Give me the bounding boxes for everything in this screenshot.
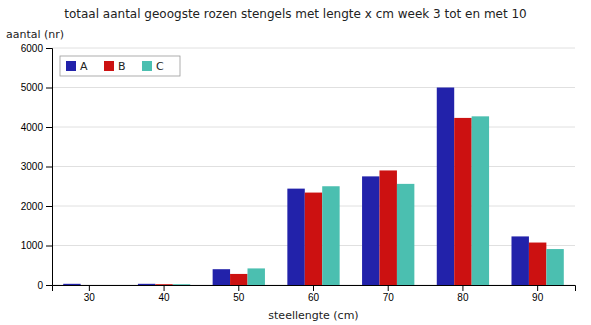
y-tick: 4000 [21, 122, 52, 133]
bar [248, 268, 265, 285]
bar [98, 285, 115, 286]
grid-line [52, 48, 575, 49]
y-tick-label: 1000 [21, 240, 44, 251]
grid [52, 48, 575, 285]
legend-label: C [156, 60, 164, 73]
y-tick: 1000 [21, 240, 52, 251]
y-tick: 6000 [21, 43, 52, 54]
title: totaal aantal geoogste rozen stengels me… [64, 7, 527, 21]
legend-label: B [118, 60, 126, 73]
bar [437, 88, 454, 286]
legend-item: B [104, 60, 126, 73]
y-tick-label: 2000 [21, 201, 44, 212]
legend-item: A [66, 60, 88, 73]
bar [230, 274, 247, 285]
bar [379, 170, 396, 285]
x-tick-mark [537, 285, 538, 291]
y-tick-label: 6000 [21, 43, 44, 54]
bar [155, 284, 172, 285]
x-tick-label: 30 [84, 292, 96, 303]
bar [173, 284, 190, 285]
y-tick-mark [46, 285, 52, 286]
x-tick: 70 [383, 285, 395, 303]
y-tick-label: 0 [37, 280, 43, 291]
y-tick: 3000 [21, 161, 52, 172]
legend-item: C [142, 60, 164, 73]
legend: A B C [60, 56, 180, 76]
bar [287, 189, 304, 285]
bar [138, 284, 155, 285]
y-tick: 5000 [21, 82, 52, 93]
bar [454, 118, 471, 285]
x-tick-label: 90 [532, 292, 544, 303]
y-tick-label: 3000 [21, 161, 44, 172]
bar [546, 249, 563, 285]
bar [511, 236, 528, 285]
x-tick: 60 [308, 285, 320, 303]
y-tick-mark [46, 127, 52, 128]
bar [63, 284, 80, 285]
bar [397, 184, 414, 285]
bar-series [63, 88, 529, 286]
legend-swatch [142, 61, 152, 71]
x-tick-label: 50 [233, 292, 245, 303]
x-tick: 50 [233, 285, 245, 303]
x-tick-label: 60 [308, 292, 320, 303]
grid-line [52, 166, 575, 167]
x-axis: 30 40 50 60 70 80 90 [53, 285, 576, 303]
x-tick: 90 [532, 285, 544, 303]
x-tick: 40 [159, 285, 171, 303]
bar [529, 243, 546, 285]
y-axis-title: aantal (nr) [6, 28, 64, 41]
x-axis-line [53, 286, 576, 292]
bars [63, 88, 564, 286]
grid-line [52, 87, 575, 88]
chart: totaal aantal geoogste rozen stengels me… [0, 0, 591, 325]
y-axis: 0 1000 2000 3000 4000 5000 6000 [21, 43, 53, 291]
bar [213, 269, 230, 285]
y-tick-mark [46, 48, 52, 49]
y-tick-mark [46, 246, 52, 247]
x-tick-label: 80 [457, 292, 469, 303]
grid-line [52, 127, 575, 128]
x-tick-mark [388, 285, 389, 291]
y-axis-line [46, 49, 53, 286]
legend-label: A [80, 60, 88, 73]
x-axis-title: steellengte (cm) [268, 309, 358, 322]
y-tick: 2000 [21, 201, 52, 212]
y-tick-mark [46, 88, 52, 89]
x-tick: 30 [84, 285, 96, 303]
bar [81, 285, 98, 286]
y-tick-mark [46, 206, 52, 207]
y-tick-mark [46, 167, 52, 168]
x-tick: 80 [457, 285, 469, 303]
plot: 30 40 50 60 70 80 90 0 1000 2000 3000 4000 5000 6000 A… [21, 43, 576, 303]
legend-swatch [66, 61, 76, 71]
y-tick-label: 4000 [21, 122, 44, 133]
x-tick-label: 70 [383, 292, 395, 303]
legend-box [60, 56, 180, 76]
x-tick-mark [313, 285, 314, 291]
bar-series [173, 116, 564, 285]
y-tick-label: 5000 [21, 82, 44, 93]
bar [305, 193, 322, 285]
y-tick: 0 [37, 280, 52, 291]
x-tick-mark [164, 285, 165, 291]
legend-swatch [104, 61, 114, 71]
x-tick-mark [462, 285, 463, 291]
x-tick-mark [238, 285, 239, 291]
bar [322, 186, 339, 285]
bar [472, 116, 489, 285]
x-tick-label: 40 [159, 292, 171, 303]
x-tick-mark [89, 285, 90, 291]
bar [362, 176, 379, 285]
